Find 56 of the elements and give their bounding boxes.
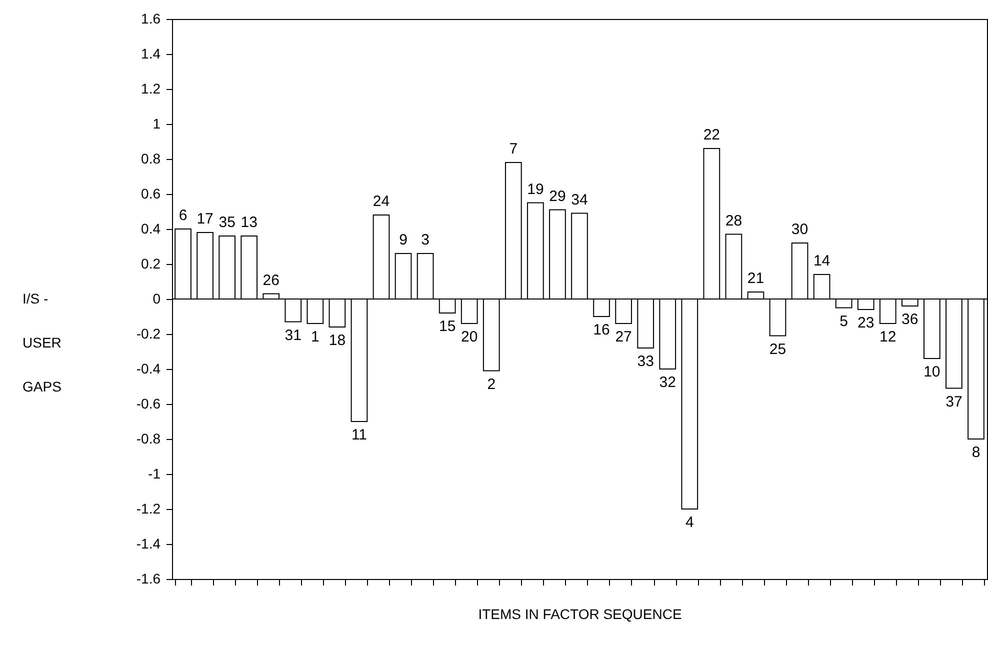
y-tick-label: -0.2: [136, 326, 161, 342]
x-tick-label: 16: [593, 322, 610, 338]
y-tick-label: 0: [152, 290, 161, 306]
y-tick-label: 1.6: [141, 10, 161, 26]
x-tick-label: 7: [509, 140, 518, 158]
y-tick-label: -0.6: [136, 396, 161, 412]
x-tick-label: 11: [351, 426, 368, 444]
x-tick-label: 30: [791, 221, 808, 238]
y-tick-label: -0.8: [136, 430, 161, 446]
x-tick-label: 35: [218, 214, 236, 231]
y-tick-label: -0.4: [136, 360, 161, 376]
x-tick-label: 10: [924, 364, 940, 380]
x-tick-label: 9: [399, 232, 408, 248]
y-tick-label: 1.4: [141, 46, 161, 62]
x-tick-label: 24: [372, 193, 390, 210]
x-tick-label: 27: [615, 328, 632, 346]
x-tick-label: 19: [527, 180, 544, 198]
y-tick-label: 0.6: [141, 186, 161, 202]
x-tick-label: 3: [421, 232, 430, 248]
y-tick-label: -1.4: [136, 536, 161, 552]
x-tick-label: 21: [747, 270, 764, 287]
x-tick-label: 15: [438, 318, 456, 335]
x-tick-label: 26: [262, 272, 280, 289]
y-tick-label: 0.4: [141, 220, 161, 236]
x-tick-label: 25: [769, 340, 786, 358]
y-tick-label: -1: [148, 466, 161, 482]
x-tick-label: 32: [659, 374, 676, 391]
x-tick-label: 17: [196, 210, 214, 228]
text: I/S - USER GAPS: [22, 290, 62, 394]
x-tick-label: 28: [725, 212, 742, 230]
x-tick-label: 14: [813, 252, 830, 270]
x-tick-label: 34: [571, 191, 588, 208]
x-tick-label: 2: [487, 376, 496, 393]
x-tick-label: 8: [972, 444, 980, 461]
x-axis-title: ITEMS IN FACTOR SEQUENCE: [478, 606, 682, 622]
x-tick-label: 1: [311, 328, 320, 346]
x-tick-label: 33: [637, 353, 654, 370]
y-tick-label: 0.8: [141, 150, 161, 166]
x-tick-label: 23: [858, 314, 874, 332]
y-tick-label: 1: [152, 116, 161, 132]
x-tick-label: 37: [946, 393, 962, 410]
y-tick-label: 1.2: [141, 80, 161, 96]
x-tick-label: 29: [549, 188, 566, 205]
x-tick-label: 20: [461, 328, 478, 346]
y-tick-label: -1.2: [136, 500, 161, 516]
y-tick-label: -1.6: [136, 570, 161, 586]
x-tick-label: 22: [703, 126, 720, 144]
x-tick-label: 12: [880, 328, 896, 346]
x-tick-label: 36: [902, 311, 918, 328]
x-tick-label: 6: [178, 207, 188, 224]
y-tick-label: 0.2: [141, 256, 161, 272]
x-tick-label: 4: [685, 514, 694, 531]
x-tick-label: 13: [240, 214, 258, 231]
x-tick-label: 18: [328, 332, 346, 349]
x-tick-label: 31: [284, 326, 302, 344]
x-tick-label: 5: [840, 312, 848, 330]
